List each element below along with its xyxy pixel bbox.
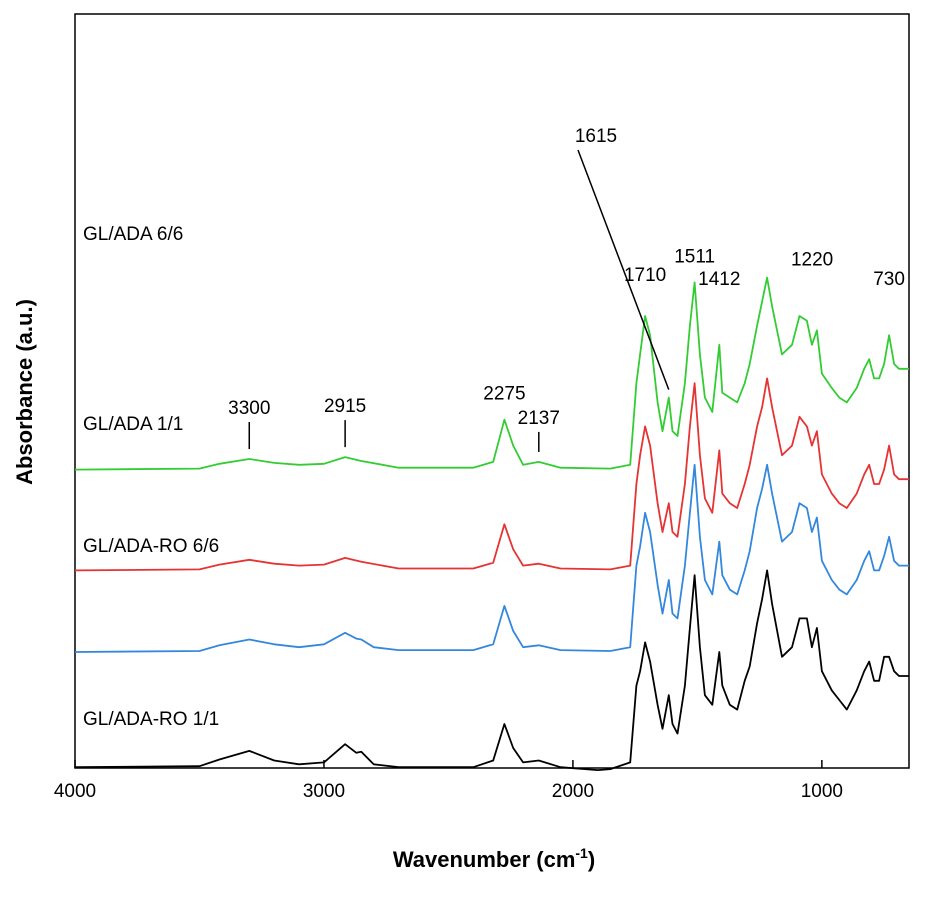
x-tick-label: 3000 bbox=[303, 781, 345, 802]
series-label: GL/ADA-RO 6/6 bbox=[83, 536, 219, 557]
x-axis-title-superscript: -1 bbox=[575, 845, 588, 861]
series-label: GL/ADA 6/6 bbox=[83, 224, 183, 245]
series-labels: GL/ADA 6/6 GL/ADA 1/1 GL/ADA-RO 6/6 GL/ADA-… bbox=[83, 224, 219, 730]
x-tick-label: 4000 bbox=[54, 781, 96, 802]
series-line-gl-ada-ro-6-6 bbox=[74, 463, 909, 653]
spectra-series bbox=[74, 276, 909, 771]
series-line-gl-ada-1-1 bbox=[74, 377, 909, 572]
x-axis-ticks: 4000 3000 2000 1000 bbox=[54, 760, 843, 802]
series-line-gl-ada-6-6 bbox=[74, 276, 909, 471]
peak-label: 1220 bbox=[791, 250, 833, 271]
x-axis-title: Wavenumber (cm-1) bbox=[393, 845, 595, 872]
series-label: GL/ADA 1/1 bbox=[83, 414, 183, 435]
peak-label: 3300 bbox=[228, 398, 270, 419]
peak-leader-line bbox=[577, 149, 670, 390]
series-label: GL/ADA-RO 1/1 bbox=[83, 709, 219, 730]
y-axis-title: Absorbance (a.u.) bbox=[12, 299, 37, 485]
peak-label: 1710 bbox=[624, 265, 666, 286]
series-line-gl-ada-ro-1-1 bbox=[74, 569, 909, 771]
peak-label: 1615 bbox=[575, 126, 617, 147]
x-axis-title-main: Wavenumber (cm bbox=[393, 847, 576, 872]
x-tick-label: 1000 bbox=[801, 781, 843, 802]
peak-label: 2275 bbox=[483, 384, 525, 405]
peak-label: 1412 bbox=[698, 269, 740, 290]
x-axis-title-end: ) bbox=[588, 847, 595, 872]
peak-label: 1511 bbox=[674, 246, 715, 267]
x-tick-label: 2000 bbox=[552, 781, 594, 802]
peak-label: 2137 bbox=[518, 408, 560, 429]
peak-label: 2915 bbox=[324, 396, 366, 417]
plot-frame bbox=[74, 13, 910, 769]
peak-label: 730 bbox=[873, 269, 905, 290]
